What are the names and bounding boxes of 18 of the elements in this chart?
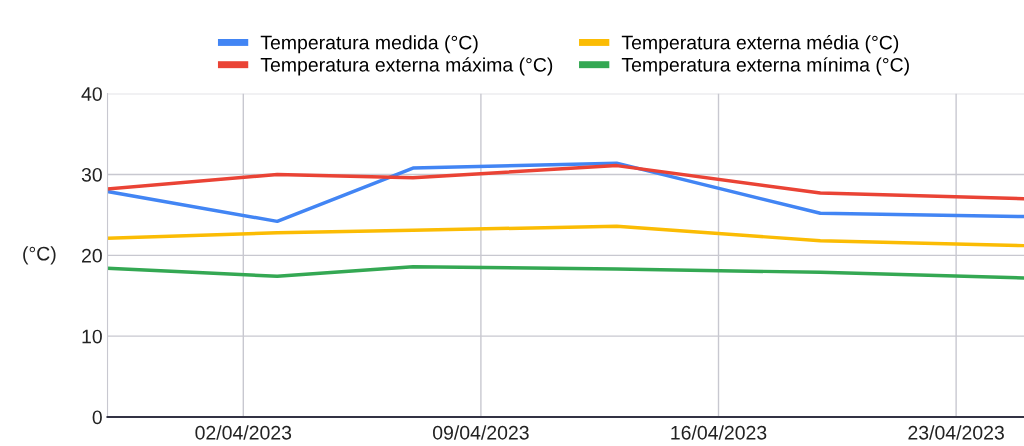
line-series (107, 163, 1024, 201)
legend-label: Temperatura externa máxima (°C) (260, 57, 553, 76)
y-tick-label: 10 (82, 329, 102, 344)
x-tick-label: 02/04/2023 (195, 425, 292, 440)
y-tick-label: 40 (81, 87, 102, 101)
y-axis-title: (°C) (23, 246, 56, 265)
line-series (107, 161, 1024, 224)
y-tick-label: 30 (81, 167, 102, 182)
x-tick-label: 16/04/2023 (671, 425, 767, 440)
line-series (107, 264, 1024, 280)
x-tick-label: 09/04/2023 (433, 425, 529, 440)
legend-label: Temperatura medida (°C) (260, 35, 478, 54)
line-series (107, 224, 1024, 248)
legend-label: Temperatura externa média (°C) (621, 34, 899, 54)
legend-label: Temperatura externa mínima (°C) (621, 57, 909, 76)
x-tick-label: 23/04/2023 (908, 425, 1004, 440)
y-tick-label: 0 (92, 410, 102, 425)
y-tick-label: 20 (82, 248, 102, 263)
